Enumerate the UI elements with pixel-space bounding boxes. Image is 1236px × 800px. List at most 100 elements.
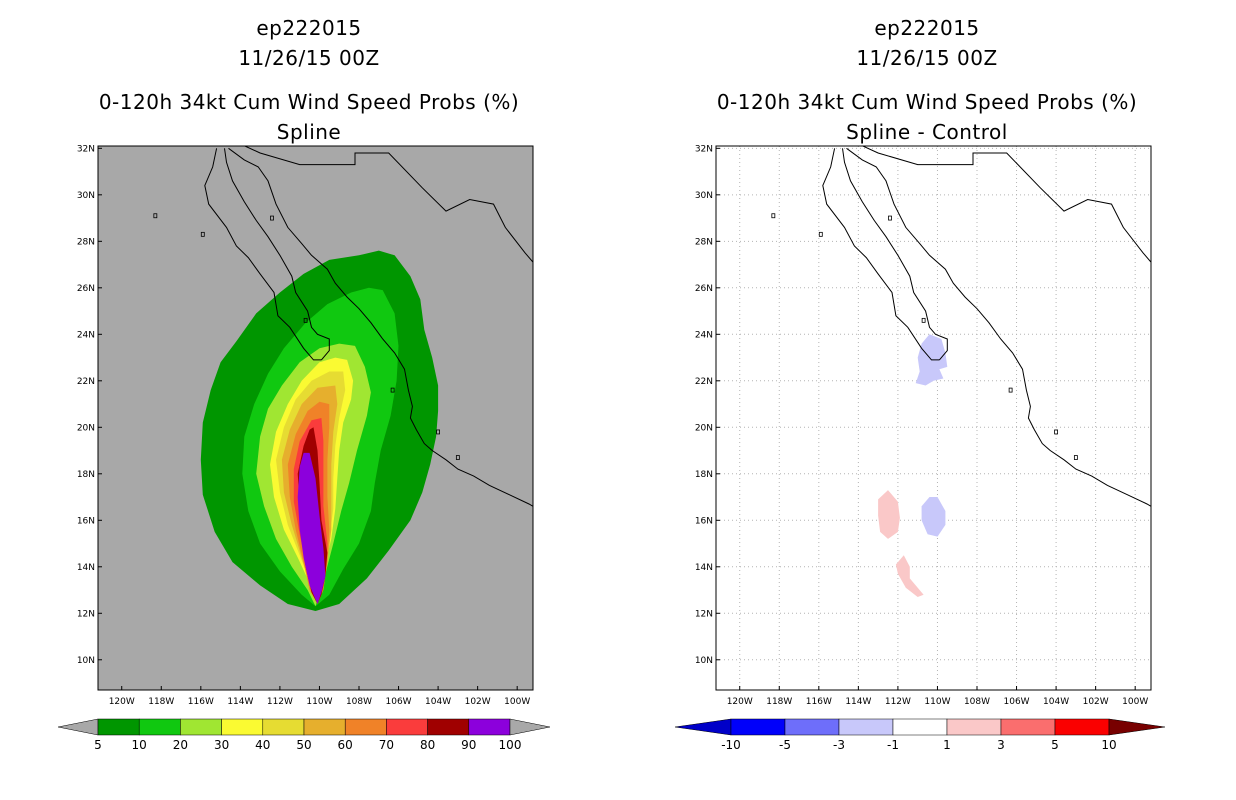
- right-map-content: [716, 146, 1151, 690]
- left-colorbar-label-90: 90: [461, 738, 476, 752]
- left-map-content: [121, 146, 533, 611]
- left-ytick-30N: 30N: [77, 191, 95, 201]
- right-ytick-26N: 26N: [695, 284, 713, 294]
- right-colorbar-swatch-3: [892, 718, 948, 736]
- right-xtick-114W: 114W: [845, 697, 871, 707]
- right-colorbar-label-neg3: -3: [833, 738, 845, 752]
- right-ytick-16N: 16N: [695, 516, 713, 526]
- right-island-4: [1008, 387, 1013, 393]
- right-colorbar-label-10: 10: [1101, 738, 1116, 752]
- right-xtick-104W: 104W: [1043, 697, 1069, 707]
- left-island-4: [390, 387, 395, 393]
- left-subtitle: Spline: [276, 120, 342, 144]
- right-contour-1-2: [878, 490, 900, 539]
- left-ytick-16N: 16N: [77, 516, 95, 526]
- right-colorbar-swatch-1: [784, 718, 840, 736]
- left-panel: ep222015 11/26/15 00Z 0-120h 34kt Cum Wi…: [57, 16, 551, 752]
- right-date: 11/26/15 00Z: [856, 46, 998, 70]
- right-ytick-32N: 32N: [695, 144, 713, 154]
- left-colorbar-label-80: 80: [420, 738, 435, 752]
- right-subtitle: Spline - Control: [846, 120, 1008, 144]
- right-colorbar-label-3: 3: [997, 738, 1005, 752]
- right-island-6: [1073, 455, 1078, 460]
- left-xtick-100W: 100W: [504, 697, 530, 707]
- right-baja-east-coast: [842, 148, 948, 361]
- left-ytick-20N: 20N: [77, 423, 95, 433]
- right-xtick-102W: 102W: [1083, 697, 1109, 707]
- right-xtick-110W: 110W: [924, 697, 950, 707]
- left-colorbar-arrow-low: [57, 718, 99, 736]
- left-storm-id: ep222015: [256, 16, 362, 40]
- right-ytick-30N: 30N: [695, 191, 713, 201]
- left-colorbar-label-10: 10: [132, 738, 147, 752]
- left-title: 0-120h 34kt Cum Wind Speed Probs (%): [98, 90, 520, 114]
- right-colorbar-arrow-high: [1108, 718, 1166, 736]
- left-ytick-14N: 14N: [77, 563, 95, 573]
- right-colorbar-label-neg1: -1: [887, 738, 899, 752]
- left-us-mexico-border: [121, 146, 533, 263]
- right-ytick-24N: 24N: [695, 330, 713, 340]
- left-xtick-110W: 110W: [306, 697, 332, 707]
- left-ytick-10N: 10N: [77, 656, 95, 666]
- right-ytick-22N: 22N: [695, 377, 713, 387]
- left-colorbar-swatch-1: [138, 718, 181, 736]
- right-ytick-14N: 14N: [695, 563, 713, 573]
- right-ytick-20N: 20N: [695, 423, 713, 433]
- right-ytick-18N: 18N: [695, 470, 713, 480]
- right-colorbar-label-5: 5: [1051, 738, 1059, 752]
- left-island-0: [153, 213, 158, 219]
- right-xtick-100W: 100W: [1122, 697, 1148, 707]
- left-ytick-28N: 28N: [77, 237, 95, 247]
- right-colorbar-swatch-6: [1054, 718, 1110, 736]
- left-ytick-22N: 22N: [77, 377, 95, 387]
- left-colorbar-swatch-9: [468, 718, 511, 736]
- left-colorbar-label-30: 30: [214, 738, 229, 752]
- left-mainland-coast: [228, 147, 533, 507]
- left-colorbar-label-70: 70: [379, 738, 394, 752]
- left-xtick-118W: 118W: [148, 697, 174, 707]
- left-xtick-112W: 112W: [267, 697, 293, 707]
- left-date: 11/26/15 00Z: [238, 46, 380, 70]
- left-island-6: [455, 455, 460, 460]
- left-island-1: [200, 231, 205, 237]
- right-storm-id: ep222015: [874, 16, 980, 40]
- left-map: 32N 30N 28N 26N 24N 22N 20N 18N 16N 14N 12N 10N 120W…: [57, 144, 551, 752]
- left-ytick-12N: 12N: [77, 609, 95, 619]
- right-colorbar-arrow-low: [674, 718, 732, 736]
- right-ytick-12N: 12N: [695, 609, 713, 619]
- left-baja-east-coast: [224, 148, 330, 361]
- left-map-frame: [97, 145, 534, 691]
- right-map-frame: [715, 145, 1152, 691]
- left-island-3: [270, 215, 274, 221]
- right-us-mexico-border: [739, 146, 1151, 263]
- right-contour-neg1-1: [921, 497, 946, 537]
- left-xtick-114W: 114W: [227, 697, 253, 707]
- left-colorbar-swatch-6: [344, 718, 387, 736]
- left-colorbar-label-40: 40: [255, 738, 270, 752]
- right-panel: ep222015 11/26/15 00Z 0-120h 34kt Cum Wi…: [618, 0, 1236, 800]
- right-xtick-118W: 118W: [766, 697, 792, 707]
- left-ytick-26N: 26N: [77, 284, 95, 294]
- right-island-5: [1054, 429, 1058, 435]
- left-ytick-18N: 18N: [77, 470, 95, 480]
- right-xtick-116W: 116W: [806, 697, 832, 707]
- right-ytick-28N: 28N: [695, 237, 713, 247]
- right-contour-1-3: [895, 555, 924, 597]
- right-colorbar-swatch-4: [946, 718, 1002, 736]
- left-colorbar-label-20: 20: [173, 738, 188, 752]
- left-contour-90-9: [297, 452, 326, 604]
- left-colorbar-swatch-4: [262, 718, 305, 736]
- left-colorbar-swatch-7: [386, 718, 428, 736]
- right-xtick-120W: 120W: [727, 697, 753, 707]
- left-island-5: [436, 429, 440, 435]
- left-xtick-120W: 120W: [109, 697, 135, 707]
- left-colorbar-label-60: 60: [338, 738, 353, 752]
- left-colorbar-label-100: 100: [499, 738, 522, 752]
- left-colorbar-swatch-5: [303, 718, 346, 736]
- right-island-3: [888, 215, 892, 221]
- left-xtick-106W: 106W: [386, 697, 412, 707]
- right-colorbar-swatch-2: [838, 718, 894, 736]
- left-xtick-102W: 102W: [465, 697, 491, 707]
- right-island-0: [771, 213, 776, 219]
- right-colorbar-label-neg5: -5: [779, 738, 791, 752]
